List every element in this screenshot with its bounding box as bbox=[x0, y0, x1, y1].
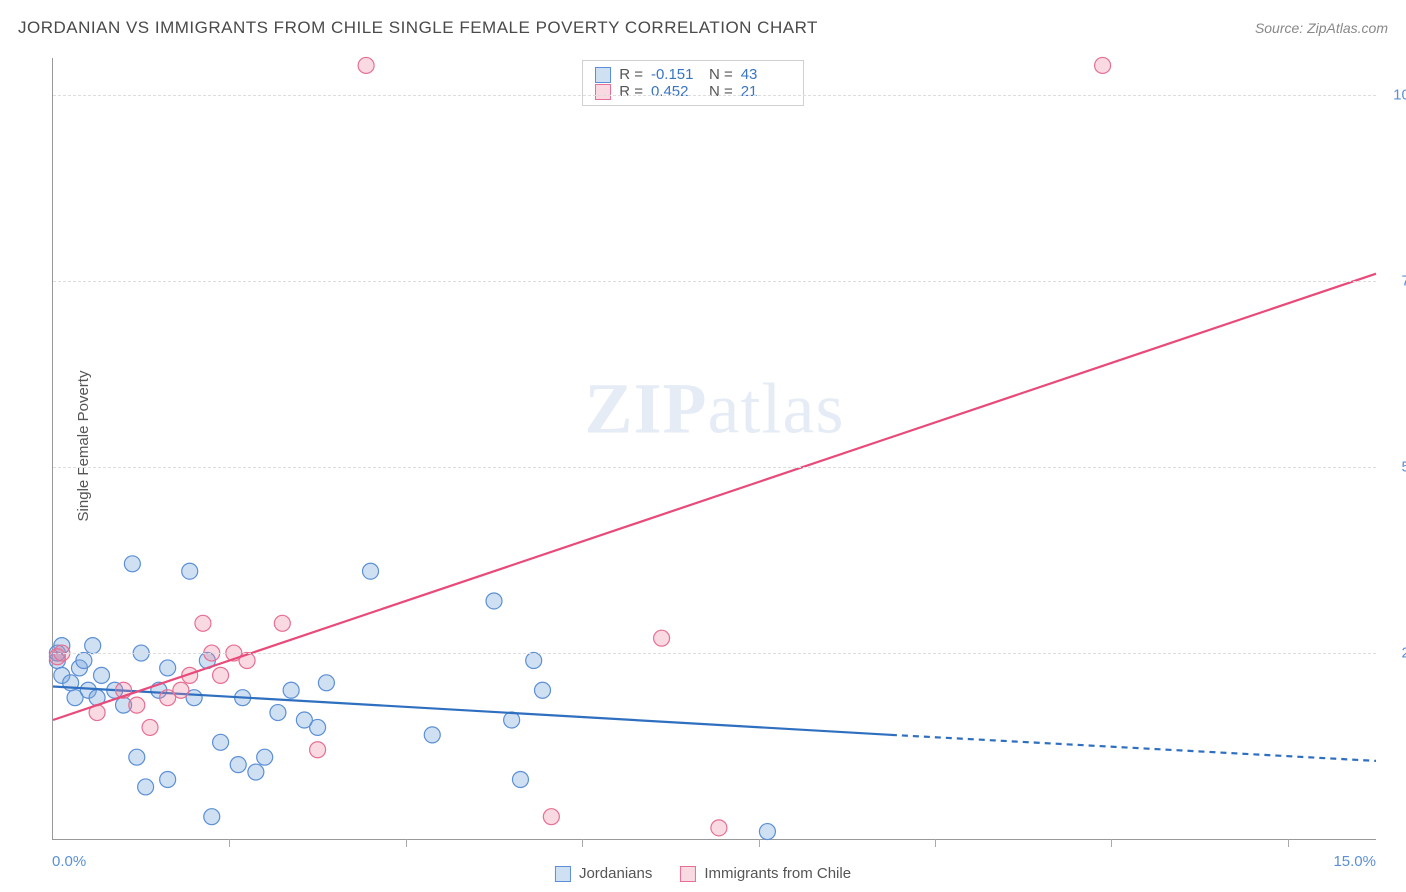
x-max-label: 15.0% bbox=[1333, 853, 1376, 870]
data-point bbox=[213, 667, 229, 683]
stats-legend: R = -0.151 N = 43 R = 0.452 N = 21 bbox=[582, 60, 804, 106]
data-point bbox=[310, 719, 326, 735]
data-point bbox=[1095, 57, 1111, 73]
x-tick bbox=[1288, 839, 1289, 847]
gridline-h bbox=[53, 467, 1376, 468]
data-point bbox=[129, 697, 145, 713]
data-point bbox=[283, 682, 299, 698]
data-point bbox=[173, 682, 189, 698]
data-point bbox=[358, 57, 374, 73]
stats-swatch bbox=[595, 67, 611, 83]
data-point bbox=[486, 593, 502, 609]
stats-n-label: N = bbox=[709, 83, 733, 100]
y-tick-label: 50.0% bbox=[1384, 459, 1406, 476]
stats-r-value: 0.452 bbox=[651, 83, 701, 100]
gridline-h bbox=[53, 95, 1376, 96]
data-point bbox=[124, 556, 140, 572]
x-tick bbox=[229, 839, 230, 847]
data-point bbox=[94, 667, 110, 683]
stats-r-label: R = bbox=[619, 83, 643, 100]
y-tick-label: 25.0% bbox=[1384, 645, 1406, 662]
stats-row: R = 0.452 N = 21 bbox=[595, 83, 791, 100]
data-point bbox=[76, 652, 92, 668]
legend-swatch bbox=[680, 866, 696, 882]
y-tick-label: 75.0% bbox=[1384, 273, 1406, 290]
data-point bbox=[759, 824, 775, 840]
data-point bbox=[310, 742, 326, 758]
legend-label: Immigrants from Chile bbox=[704, 865, 851, 882]
data-point bbox=[363, 563, 379, 579]
stats-row: R = -0.151 N = 43 bbox=[595, 66, 791, 83]
data-point bbox=[195, 615, 211, 631]
x-tick bbox=[935, 839, 936, 847]
data-point bbox=[535, 682, 551, 698]
stats-n-value: 21 bbox=[741, 83, 791, 100]
data-point bbox=[248, 764, 264, 780]
legend-swatch bbox=[555, 866, 571, 882]
gridline-h bbox=[53, 653, 1376, 654]
data-point bbox=[160, 771, 176, 787]
data-point bbox=[204, 809, 220, 825]
data-point bbox=[160, 660, 176, 676]
data-point bbox=[424, 727, 440, 743]
data-point bbox=[138, 779, 154, 795]
stats-n-label: N = bbox=[709, 66, 733, 83]
x-tick bbox=[406, 839, 407, 847]
bottom-legend: Jordanians Immigrants from Chile bbox=[555, 865, 851, 882]
data-point bbox=[213, 734, 229, 750]
data-point bbox=[543, 809, 559, 825]
stats-r-value: -0.151 bbox=[651, 66, 701, 83]
stats-swatch bbox=[595, 84, 611, 100]
legend-item: Immigrants from Chile bbox=[680, 865, 851, 882]
data-point bbox=[654, 630, 670, 646]
chart-svg bbox=[53, 58, 1376, 839]
legend-label: Jordanians bbox=[579, 865, 652, 882]
data-point bbox=[711, 820, 727, 836]
x-tick bbox=[759, 839, 760, 847]
x-tick bbox=[582, 839, 583, 847]
data-point bbox=[129, 749, 145, 765]
x-tick bbox=[1111, 839, 1112, 847]
data-point bbox=[512, 771, 528, 787]
plot-area: ZIPatlas R =-0.151N =43R =0.452N =21 25.… bbox=[52, 58, 1376, 840]
data-point bbox=[142, 719, 158, 735]
x-min-label: 0.0% bbox=[52, 853, 86, 870]
data-point bbox=[318, 675, 334, 691]
data-point bbox=[274, 615, 290, 631]
gridline-h bbox=[53, 281, 1376, 282]
data-point bbox=[526, 652, 542, 668]
stats-n-value: 43 bbox=[741, 66, 791, 83]
chart-title: JORDANIAN VS IMMIGRANTS FROM CHILE SINGL… bbox=[18, 18, 818, 38]
data-point bbox=[270, 705, 286, 721]
data-point bbox=[230, 757, 246, 773]
trend-line-ext bbox=[891, 735, 1376, 761]
source-label: Source: ZipAtlas.com bbox=[1255, 20, 1388, 36]
data-point bbox=[85, 638, 101, 654]
data-point bbox=[182, 563, 198, 579]
stats-r-label: R = bbox=[619, 66, 643, 83]
data-point bbox=[257, 749, 273, 765]
legend-item: Jordanians bbox=[555, 865, 652, 882]
y-tick-label: 100.0% bbox=[1384, 87, 1406, 104]
